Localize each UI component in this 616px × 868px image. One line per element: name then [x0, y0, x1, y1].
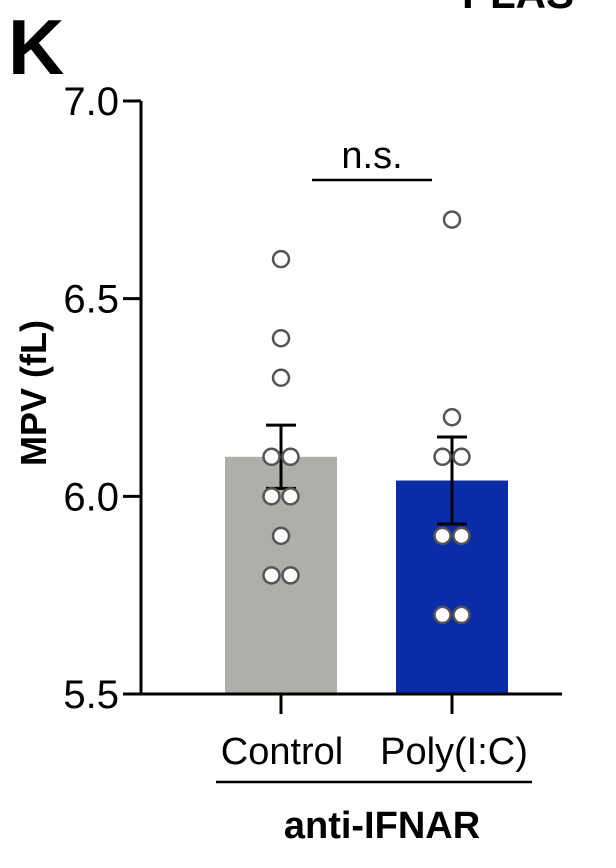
- data-point: [442, 408, 462, 427]
- y-axis-label: MPV (fL): [13, 320, 54, 466]
- data-point: [281, 566, 300, 585]
- data-point: [433, 526, 452, 546]
- x-tick-label-polyic: Poly(I:C): [380, 731, 528, 773]
- significance-label: n.s.: [341, 135, 402, 177]
- data-point: [452, 605, 471, 625]
- group-label: anti-IFNAR: [284, 805, 480, 847]
- data-point: [442, 210, 462, 229]
- data-point: [262, 447, 281, 467]
- data-point: [281, 447, 300, 467]
- x-tick-label-control: Control: [221, 731, 344, 773]
- data-point: [271, 328, 291, 348]
- bar-control: [225, 456, 337, 694]
- data-point: [271, 526, 291, 546]
- data-point: [433, 605, 452, 625]
- y-tick-label: 6.0: [63, 475, 119, 519]
- data-point: [452, 447, 471, 467]
- y-tick-label: 6.5: [63, 278, 119, 322]
- data-point: [271, 368, 291, 387]
- y-tick-label: 7.0: [63, 80, 119, 124]
- data-point: [262, 566, 281, 585]
- panel-letter: K: [8, 3, 65, 91]
- data-point: [433, 447, 452, 467]
- data-point: [281, 487, 300, 506]
- data-point: [271, 249, 291, 269]
- data-point: [452, 526, 471, 546]
- top-cut-text: PLAS: [462, 0, 574, 18]
- data-point: [262, 487, 281, 506]
- y-tick-label: 5.5: [63, 673, 119, 717]
